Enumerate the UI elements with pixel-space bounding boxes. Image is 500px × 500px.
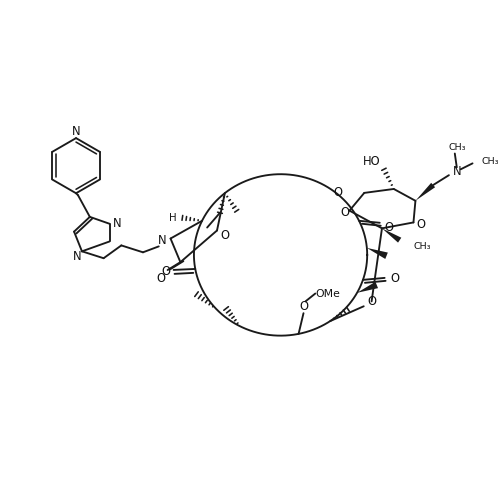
Text: N: N [452, 164, 461, 177]
Text: O: O [390, 272, 399, 285]
Text: N: N [113, 218, 122, 230]
Text: O: O [156, 272, 165, 285]
Text: CH₃: CH₃ [448, 143, 466, 152]
Text: CH₃: CH₃ [482, 157, 499, 166]
Text: O: O [367, 295, 376, 308]
Text: O: O [161, 266, 170, 278]
Text: CH₃: CH₃ [414, 242, 431, 250]
Text: OMe: OMe [316, 288, 340, 298]
Text: H: H [169, 213, 176, 223]
Text: N: N [72, 124, 80, 138]
Text: O: O [299, 300, 308, 313]
Text: O: O [220, 229, 230, 242]
Polygon shape [367, 248, 388, 259]
Text: N: N [72, 250, 82, 262]
Polygon shape [382, 228, 402, 242]
Text: HO: HO [364, 155, 381, 168]
Text: N: N [158, 234, 167, 247]
Polygon shape [416, 183, 435, 201]
Text: O: O [384, 221, 393, 234]
Polygon shape [357, 282, 378, 293]
Text: O: O [333, 186, 342, 200]
Text: O: O [417, 218, 426, 231]
Text: O: O [340, 206, 349, 219]
